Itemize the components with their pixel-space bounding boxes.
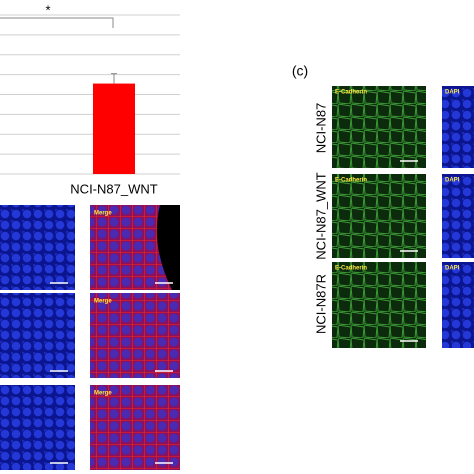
ecadherin-image bbox=[332, 174, 426, 258]
ecadherin-image bbox=[332, 262, 426, 348]
significance-mark: * bbox=[45, 2, 50, 17]
channel-label: E-Cadherin bbox=[335, 266, 367, 272]
dapi-image bbox=[442, 174, 474, 258]
channel-label: Merge bbox=[94, 391, 112, 397]
channel-label: E-Cadherin bbox=[335, 178, 367, 184]
channel-label: DAPI bbox=[445, 266, 460, 272]
channel-label: DAPI bbox=[445, 90, 460, 96]
panel-label: (c) bbox=[292, 63, 308, 79]
significance-bracket bbox=[0, 17, 114, 28]
channel-label: Merge bbox=[94, 211, 112, 217]
dapi-image bbox=[0, 205, 75, 290]
channel-label: Merge bbox=[94, 299, 112, 305]
row-label: NCI-N87 bbox=[313, 103, 328, 154]
error-bar bbox=[111, 73, 117, 84]
scale-bars bbox=[50, 282, 173, 464]
dapi-image bbox=[0, 293, 75, 378]
bar bbox=[93, 83, 135, 174]
merge-image bbox=[90, 293, 180, 378]
left-panels: Merge Merge Merge bbox=[0, 205, 180, 470]
image-shade bbox=[156, 205, 180, 290]
bar-chart: NCI-N87_WNT bbox=[0, 14, 180, 196]
row-label: NCI-N87_WNT bbox=[313, 172, 328, 259]
ecadherin-image bbox=[332, 86, 426, 168]
row-label: NCI-N87R bbox=[313, 274, 328, 334]
scale-bars bbox=[400, 160, 418, 342]
dapi-image bbox=[442, 262, 474, 348]
dapi-image bbox=[442, 86, 474, 168]
x-tick-label: NCI-N87_WNT bbox=[70, 181, 157, 196]
channel-label: DAPI bbox=[445, 178, 460, 184]
dapi-image bbox=[0, 385, 75, 470]
right-panels: (c) NCI-N87 NCI-N87_WNT NCI-N87R E-Cadhe… bbox=[292, 63, 474, 348]
merge-image bbox=[90, 385, 180, 470]
channel-label: E-Cadherin bbox=[335, 90, 367, 96]
